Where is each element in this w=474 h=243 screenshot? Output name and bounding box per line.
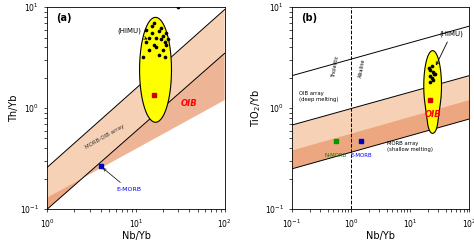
Point (148, 32, 155, 35)
Point (155, 52, 163, 56)
Point (427, 80, 434, 84)
Point (159, 48, 166, 52)
Point (428, 64, 435, 68)
Text: Alkaline: Alkaline (358, 58, 366, 78)
Text: OIB: OIB (181, 99, 197, 108)
Text: E-MORB: E-MORB (351, 153, 372, 158)
Text: (a): (a) (56, 13, 72, 23)
Point (163, 43, 170, 47)
Text: (HIMU): (HIMU) (118, 28, 147, 39)
Point (159, 34, 166, 38)
Point (174, 5, 182, 9)
Point (427, 74, 434, 78)
Point (427, 68, 434, 72)
Point (429, 70, 437, 74)
Point (161, 40, 168, 44)
Point (426, 66, 433, 70)
Text: E-MORB: E-MORB (103, 169, 141, 192)
Polygon shape (292, 100, 469, 169)
Text: OIB: OIB (424, 110, 441, 119)
Point (429, 78, 437, 82)
X-axis label: Nb/Yb: Nb/Yb (121, 231, 151, 241)
Text: (HIMU): (HIMU) (436, 30, 464, 65)
Text: OIB array
(deep melting): OIB array (deep melting) (299, 91, 338, 102)
Polygon shape (47, 53, 225, 209)
Text: (b): (b) (301, 13, 317, 23)
Text: MORB-OIB array: MORB-OIB array (85, 123, 126, 150)
Point (148, 24, 155, 28)
Point (157, 37, 164, 41)
Point (164, 37, 172, 41)
Y-axis label: Th/Yb: Th/Yb (9, 94, 18, 122)
Point (150, 21, 158, 25)
Point (428, 76, 435, 80)
Point (161, 55, 168, 59)
Point (142, 28, 150, 32)
Text: N-MORB: N-MORB (325, 153, 347, 158)
Point (163, 32, 170, 35)
Point (139, 55, 147, 59)
Point (430, 72, 438, 76)
Point (145, 48, 153, 52)
Polygon shape (424, 51, 441, 133)
Polygon shape (292, 76, 469, 169)
Point (157, 26, 164, 30)
Y-axis label: TiO$_2$/Yb: TiO$_2$/Yb (249, 89, 263, 127)
Point (150, 43, 158, 47)
Text: MORB array
(shallow melting): MORB array (shallow melting) (387, 141, 433, 152)
Point (142, 40, 150, 44)
Polygon shape (47, 9, 225, 209)
Point (431, 72, 438, 76)
Text: Tholeiitic: Tholeiitic (331, 55, 340, 78)
Point (153, 36, 160, 40)
Point (145, 36, 153, 40)
Point (155, 29, 163, 33)
Point (153, 45, 160, 49)
X-axis label: Nb/Yb: Nb/Yb (366, 231, 395, 241)
Polygon shape (139, 17, 172, 122)
